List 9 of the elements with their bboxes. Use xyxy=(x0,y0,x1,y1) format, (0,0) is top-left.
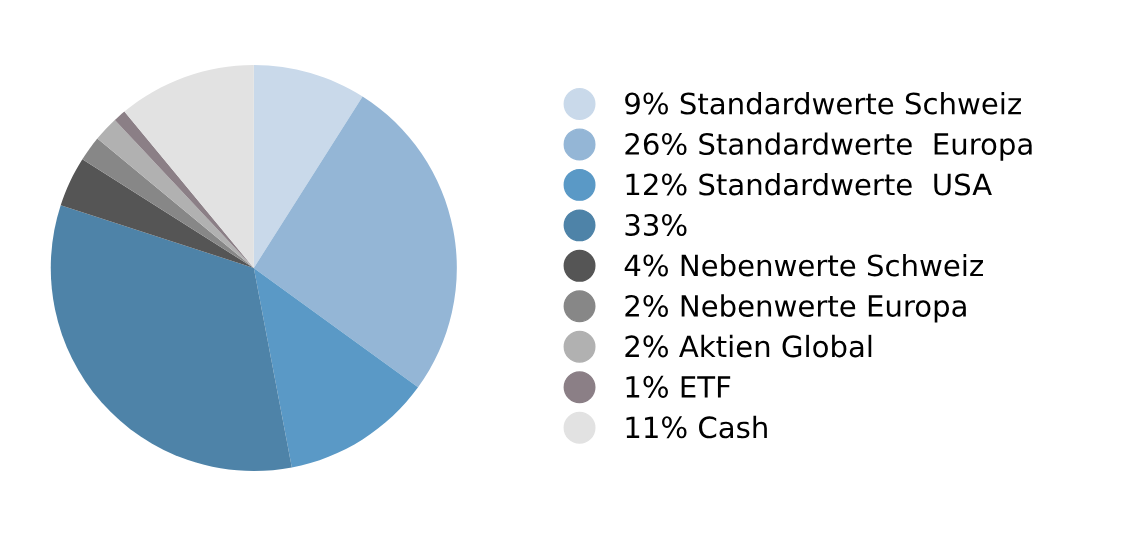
legend-label: 9% Standardwerte Schweiz xyxy=(625,91,1021,115)
legend-label: 4% Nebenwerte Schweiz xyxy=(624,253,983,277)
legend-label: 33% xyxy=(625,213,687,236)
legend-label: 11% Cash xyxy=(626,415,767,439)
legend-label: 2% Aktien Global xyxy=(625,334,872,358)
legend-label: 26% Standardwerte Europa xyxy=(625,132,1032,161)
legend-label: 1% ETF xyxy=(626,375,731,398)
legend-label: 12% Standardwerte USA xyxy=(626,172,992,196)
legend-label: 2% Nebenwerte Europa xyxy=(625,294,966,323)
